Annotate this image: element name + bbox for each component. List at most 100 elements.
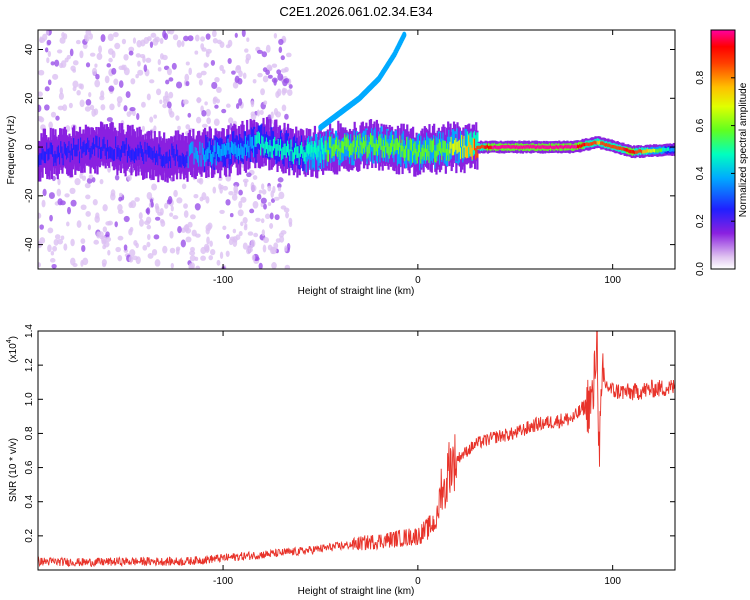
ridge-cell (225, 145, 228, 158)
ridge-cell (101, 130, 104, 155)
ridge-cell (160, 140, 163, 165)
noise-speck (123, 67, 130, 76)
ridge-cell (641, 149, 644, 154)
noise-speck (278, 46, 283, 54)
ridge-cell (271, 146, 274, 158)
ridge-cell (219, 145, 222, 158)
noise-speck (271, 262, 277, 269)
noise-speck (38, 262, 41, 268)
ridge-cell (73, 138, 76, 150)
ridge-cell (340, 140, 343, 153)
ridge-cell (353, 135, 356, 148)
ridge-cell (437, 131, 440, 155)
ridge-cell (38, 155, 41, 167)
noise-speck (115, 246, 122, 253)
y-tick-label: 0.4 (24, 494, 35, 508)
ridge-cell (469, 142, 472, 155)
ridge-cell (157, 153, 160, 166)
ridge-cell (602, 141, 605, 146)
ridge-cell (666, 147, 670, 151)
ridge-cell (71, 148, 75, 161)
noise-speck (227, 58, 232, 64)
ridge-cell (147, 145, 151, 158)
x-tick-label: 100 (604, 275, 621, 286)
noise-speck (287, 89, 293, 97)
noise-speck (176, 81, 183, 89)
ridge-cell (517, 145, 520, 150)
noise-speck (263, 100, 268, 105)
ridge-cell (92, 137, 96, 150)
noise-speck (139, 218, 144, 227)
ridge-cell (67, 146, 70, 158)
ridge-cell (399, 135, 402, 148)
ridge-cell (482, 144, 485, 149)
noise-speck (271, 247, 277, 255)
noise-speck (146, 241, 151, 248)
noise-speck (78, 83, 83, 89)
ridge-cell (286, 140, 290, 153)
ridge-cell (476, 132, 479, 156)
noise-speck (41, 199, 46, 208)
ridge-cell (49, 147, 52, 171)
noise-speck (149, 41, 154, 48)
ridge-cell (535, 145, 539, 150)
noise-speck (242, 178, 249, 183)
ridge-cell (491, 145, 494, 150)
ridge-cell (334, 139, 338, 152)
ridge-cell (459, 147, 463, 160)
ridge-cell (230, 141, 234, 153)
ridge-cell (330, 136, 333, 149)
ridge-cell (62, 153, 65, 166)
y-tick-label: 1.4 (24, 324, 35, 338)
ridge-cell (402, 146, 405, 158)
ridge-cell (95, 137, 98, 162)
noise-speck (271, 63, 278, 68)
ridge-cell (84, 143, 87, 156)
ridge-cell (196, 138, 200, 162)
noise-speck (250, 184, 257, 192)
ridge-cell (669, 148, 672, 153)
ridge-cell (263, 126, 266, 151)
snr-xlabel: Height of straight line (km) (298, 586, 415, 597)
noise-speck (49, 258, 56, 263)
ridge-cell (537, 144, 540, 149)
ridge-cell (435, 135, 438, 160)
ridge-cell (278, 145, 281, 157)
noise-speck (229, 212, 234, 218)
noise-speck (205, 196, 210, 204)
ridge-cell (496, 145, 499, 150)
noise-speck (164, 91, 169, 99)
noise-speck (60, 60, 67, 68)
ridge-cell (575, 145, 578, 150)
noise-speck (162, 30, 167, 39)
noise-speck (136, 40, 142, 48)
ridge-cell (670, 148, 673, 152)
noise-speck (232, 239, 238, 247)
ridge-cell (217, 145, 221, 157)
ridge-cell (289, 149, 292, 162)
noise-speck (269, 212, 274, 220)
noise-speck (130, 78, 136, 85)
ridge-cell (255, 139, 258, 163)
ridge-cell (455, 138, 458, 150)
noise-speck (54, 59, 60, 67)
noise-speck (106, 117, 113, 122)
ridge-cell (478, 145, 481, 150)
ridge-cell (341, 141, 345, 153)
ridge-cell (41, 147, 44, 160)
colorbar-tick-label: 0.8 (695, 70, 706, 84)
noise-speck (99, 178, 104, 185)
ridge-cell (64, 143, 68, 156)
noise-speck (219, 41, 225, 49)
noise-speck (221, 108, 227, 114)
noise-speck (106, 63, 111, 68)
noise-speck (72, 80, 79, 88)
ridge-cell (136, 148, 139, 161)
noise-speck (47, 227, 54, 234)
ridge-cell (576, 144, 580, 149)
noise-speck (205, 51, 210, 58)
noise-speck (145, 57, 152, 63)
ridge-cell (172, 146, 175, 170)
noise-speck (128, 255, 134, 263)
noise-speck (268, 66, 273, 71)
